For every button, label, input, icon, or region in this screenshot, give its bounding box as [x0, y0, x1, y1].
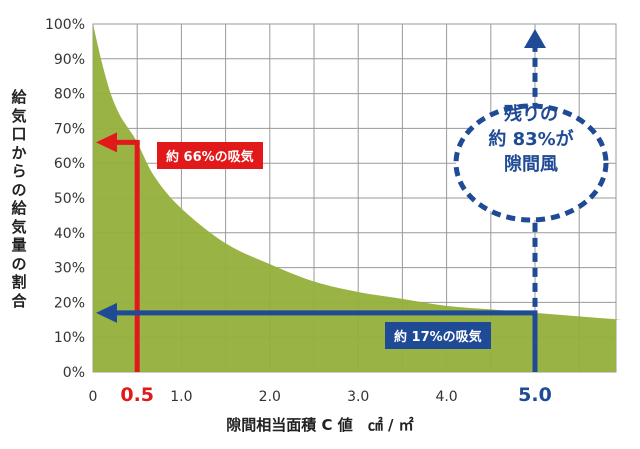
y-tick-label: 100%: [45, 17, 85, 33]
dashed-bubble: [453, 103, 609, 223]
y-tick-label: 20%: [54, 295, 85, 311]
x-tick-label: 4.0: [435, 389, 457, 405]
up-arrow-head-icon: [524, 29, 546, 48]
arrow-head-icon: [96, 302, 117, 323]
arrow-head-icon: [96, 132, 117, 153]
y-tick-label: 80%: [54, 87, 85, 103]
highlight-x-label: 0.5: [120, 384, 154, 406]
y-tick-label: 10%: [54, 330, 85, 346]
y-tick-label: 70%: [54, 121, 85, 137]
annotation-line: 約 83%が: [488, 129, 574, 150]
x-tick-labels: 0 1.0 2.0 3.0 4.0: [89, 389, 458, 405]
y-tick-labels: 0% 10% 20% 30% 40% 50% 60% 70% 80% 90% 100%: [45, 17, 85, 381]
area-series: [93, 24, 624, 372]
y-tick-label: 0%: [63, 365, 85, 381]
x-tick-label: 1.0: [170, 389, 192, 405]
area-fill: [93, 24, 624, 372]
x-tick-label: 0: [89, 389, 98, 405]
annotation-text: 残りの 約 83%が 隙間風: [447, 102, 615, 177]
y-tick-label: 90%: [54, 52, 85, 68]
highlight-x-label: 5.0: [518, 384, 552, 406]
callout-66: 約 66%の吸気: [157, 142, 263, 169]
callout-17: 約 17%の吸気: [385, 322, 491, 349]
x-axis-label: 隙間相当面積 C 値 ㎠ / ㎡: [226, 416, 414, 434]
x-tick-label: 2.0: [259, 389, 281, 405]
y-tick-label: 50%: [54, 191, 85, 207]
highlight-markers: 0.5 5.0: [96, 132, 552, 406]
y-tick-label: 30%: [54, 261, 85, 277]
annotation-line: 隙間風: [504, 154, 558, 175]
x-tick-label: 3.0: [347, 389, 369, 405]
annotation-bubble: [453, 29, 609, 307]
y-tick-label: 40%: [54, 226, 85, 242]
annotation-line: 残りの: [504, 104, 558, 125]
y-axis-label: 給気口からの給気量の割合: [11, 88, 27, 310]
y-tick-label: 60%: [54, 156, 85, 172]
